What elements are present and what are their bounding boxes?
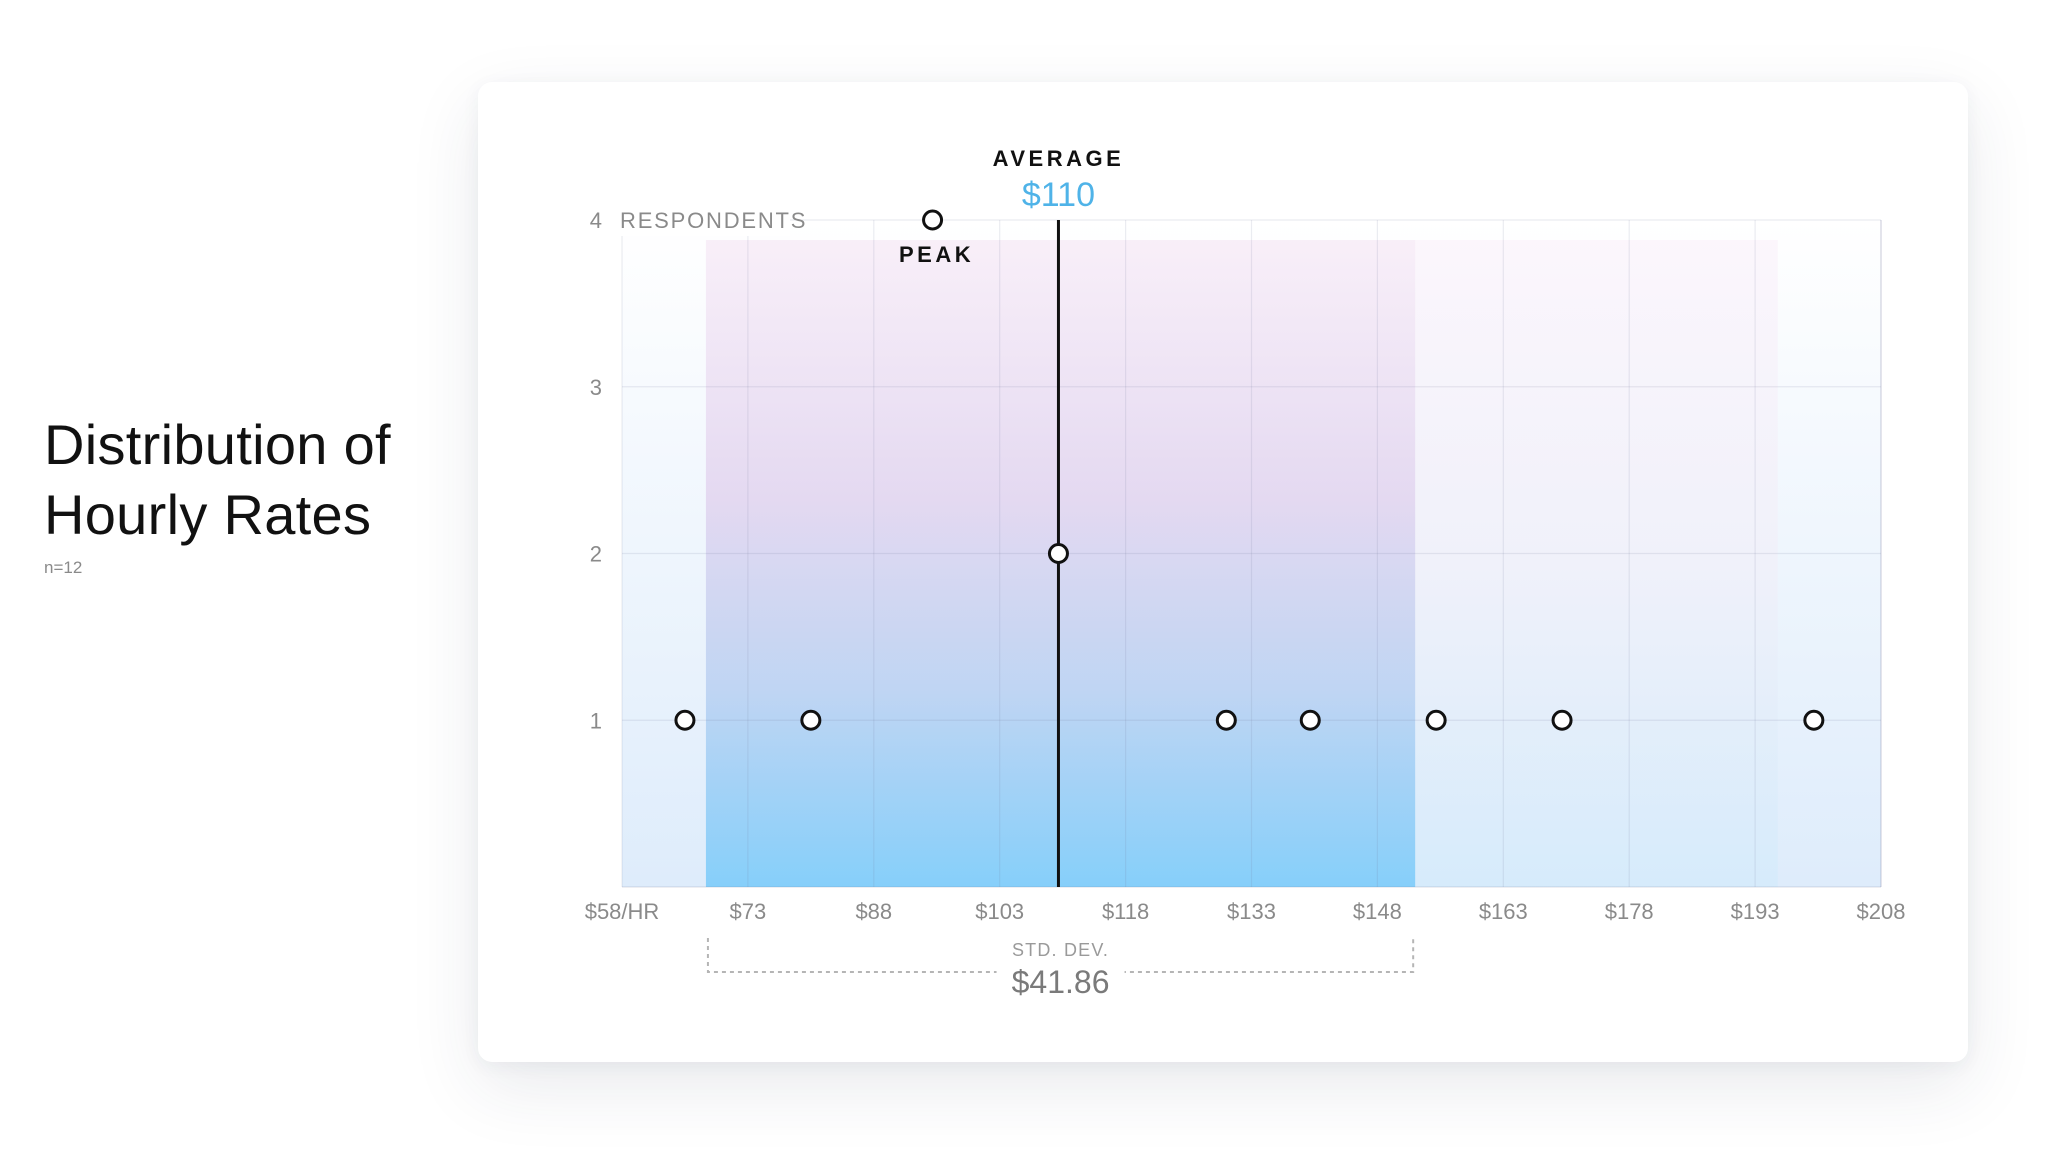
y-axis-label: RESPONDENTS: [620, 208, 807, 233]
y-tick-label: 4: [590, 208, 602, 233]
y-axis-label-backdrop: [614, 204, 790, 236]
x-tick-label: $148: [1353, 899, 1402, 924]
std-dev-label: STD. DEV.: [1012, 940, 1109, 960]
average-value: $110: [1022, 176, 1095, 214]
y-tick-label: 1: [590, 708, 602, 733]
x-tick-label: $118: [1102, 899, 1149, 924]
chart-title: Distribution of Hourly Rates: [44, 410, 391, 550]
data-point: [1215, 709, 1237, 731]
average-label: AVERAGE: [993, 146, 1125, 171]
std-dev-value-backdrop: [996, 964, 1125, 994]
x-tick-label: $73: [730, 899, 767, 924]
x-tick-label: $88: [855, 899, 892, 924]
chart-title-line-2: Hourly Rates: [44, 483, 372, 546]
data-point: [922, 209, 944, 231]
x-tick-label: $103: [975, 899, 1024, 924]
x-tick-label: $163: [1479, 899, 1528, 924]
sample-size: n=12: [44, 558, 83, 577]
data-point: [1551, 709, 1573, 731]
data-point: [1047, 543, 1069, 564]
x-tick-label: $133: [1227, 899, 1276, 924]
x-tick-label: $208: [1857, 899, 1906, 924]
peak-label: PEAK: [899, 242, 974, 267]
data-point: [674, 709, 696, 731]
x-tick-label: $193: [1731, 899, 1780, 924]
y-tick-label: 3: [590, 375, 602, 400]
chart-card: $58/HR $73 $88 $103 $118 $133 $148 $163 $178 $193…: [478, 82, 1968, 1062]
data-point: [1803, 709, 1825, 731]
std-dev-value: $41.86: [1012, 964, 1110, 1000]
x-tick-label: $58/HR: [585, 899, 660, 924]
x-tick-label: $178: [1605, 899, 1654, 924]
data-point: [1299, 709, 1321, 731]
scatter-chart: $58/HR $73 $88 $103 $118 $133 $148 $163 $178 $193…: [585, 146, 1906, 1000]
y-tick-label: 2: [590, 542, 602, 567]
chart-title-line-1: Distribution of: [44, 413, 391, 476]
data-point: [800, 709, 822, 731]
data-point: [1425, 709, 1447, 731]
